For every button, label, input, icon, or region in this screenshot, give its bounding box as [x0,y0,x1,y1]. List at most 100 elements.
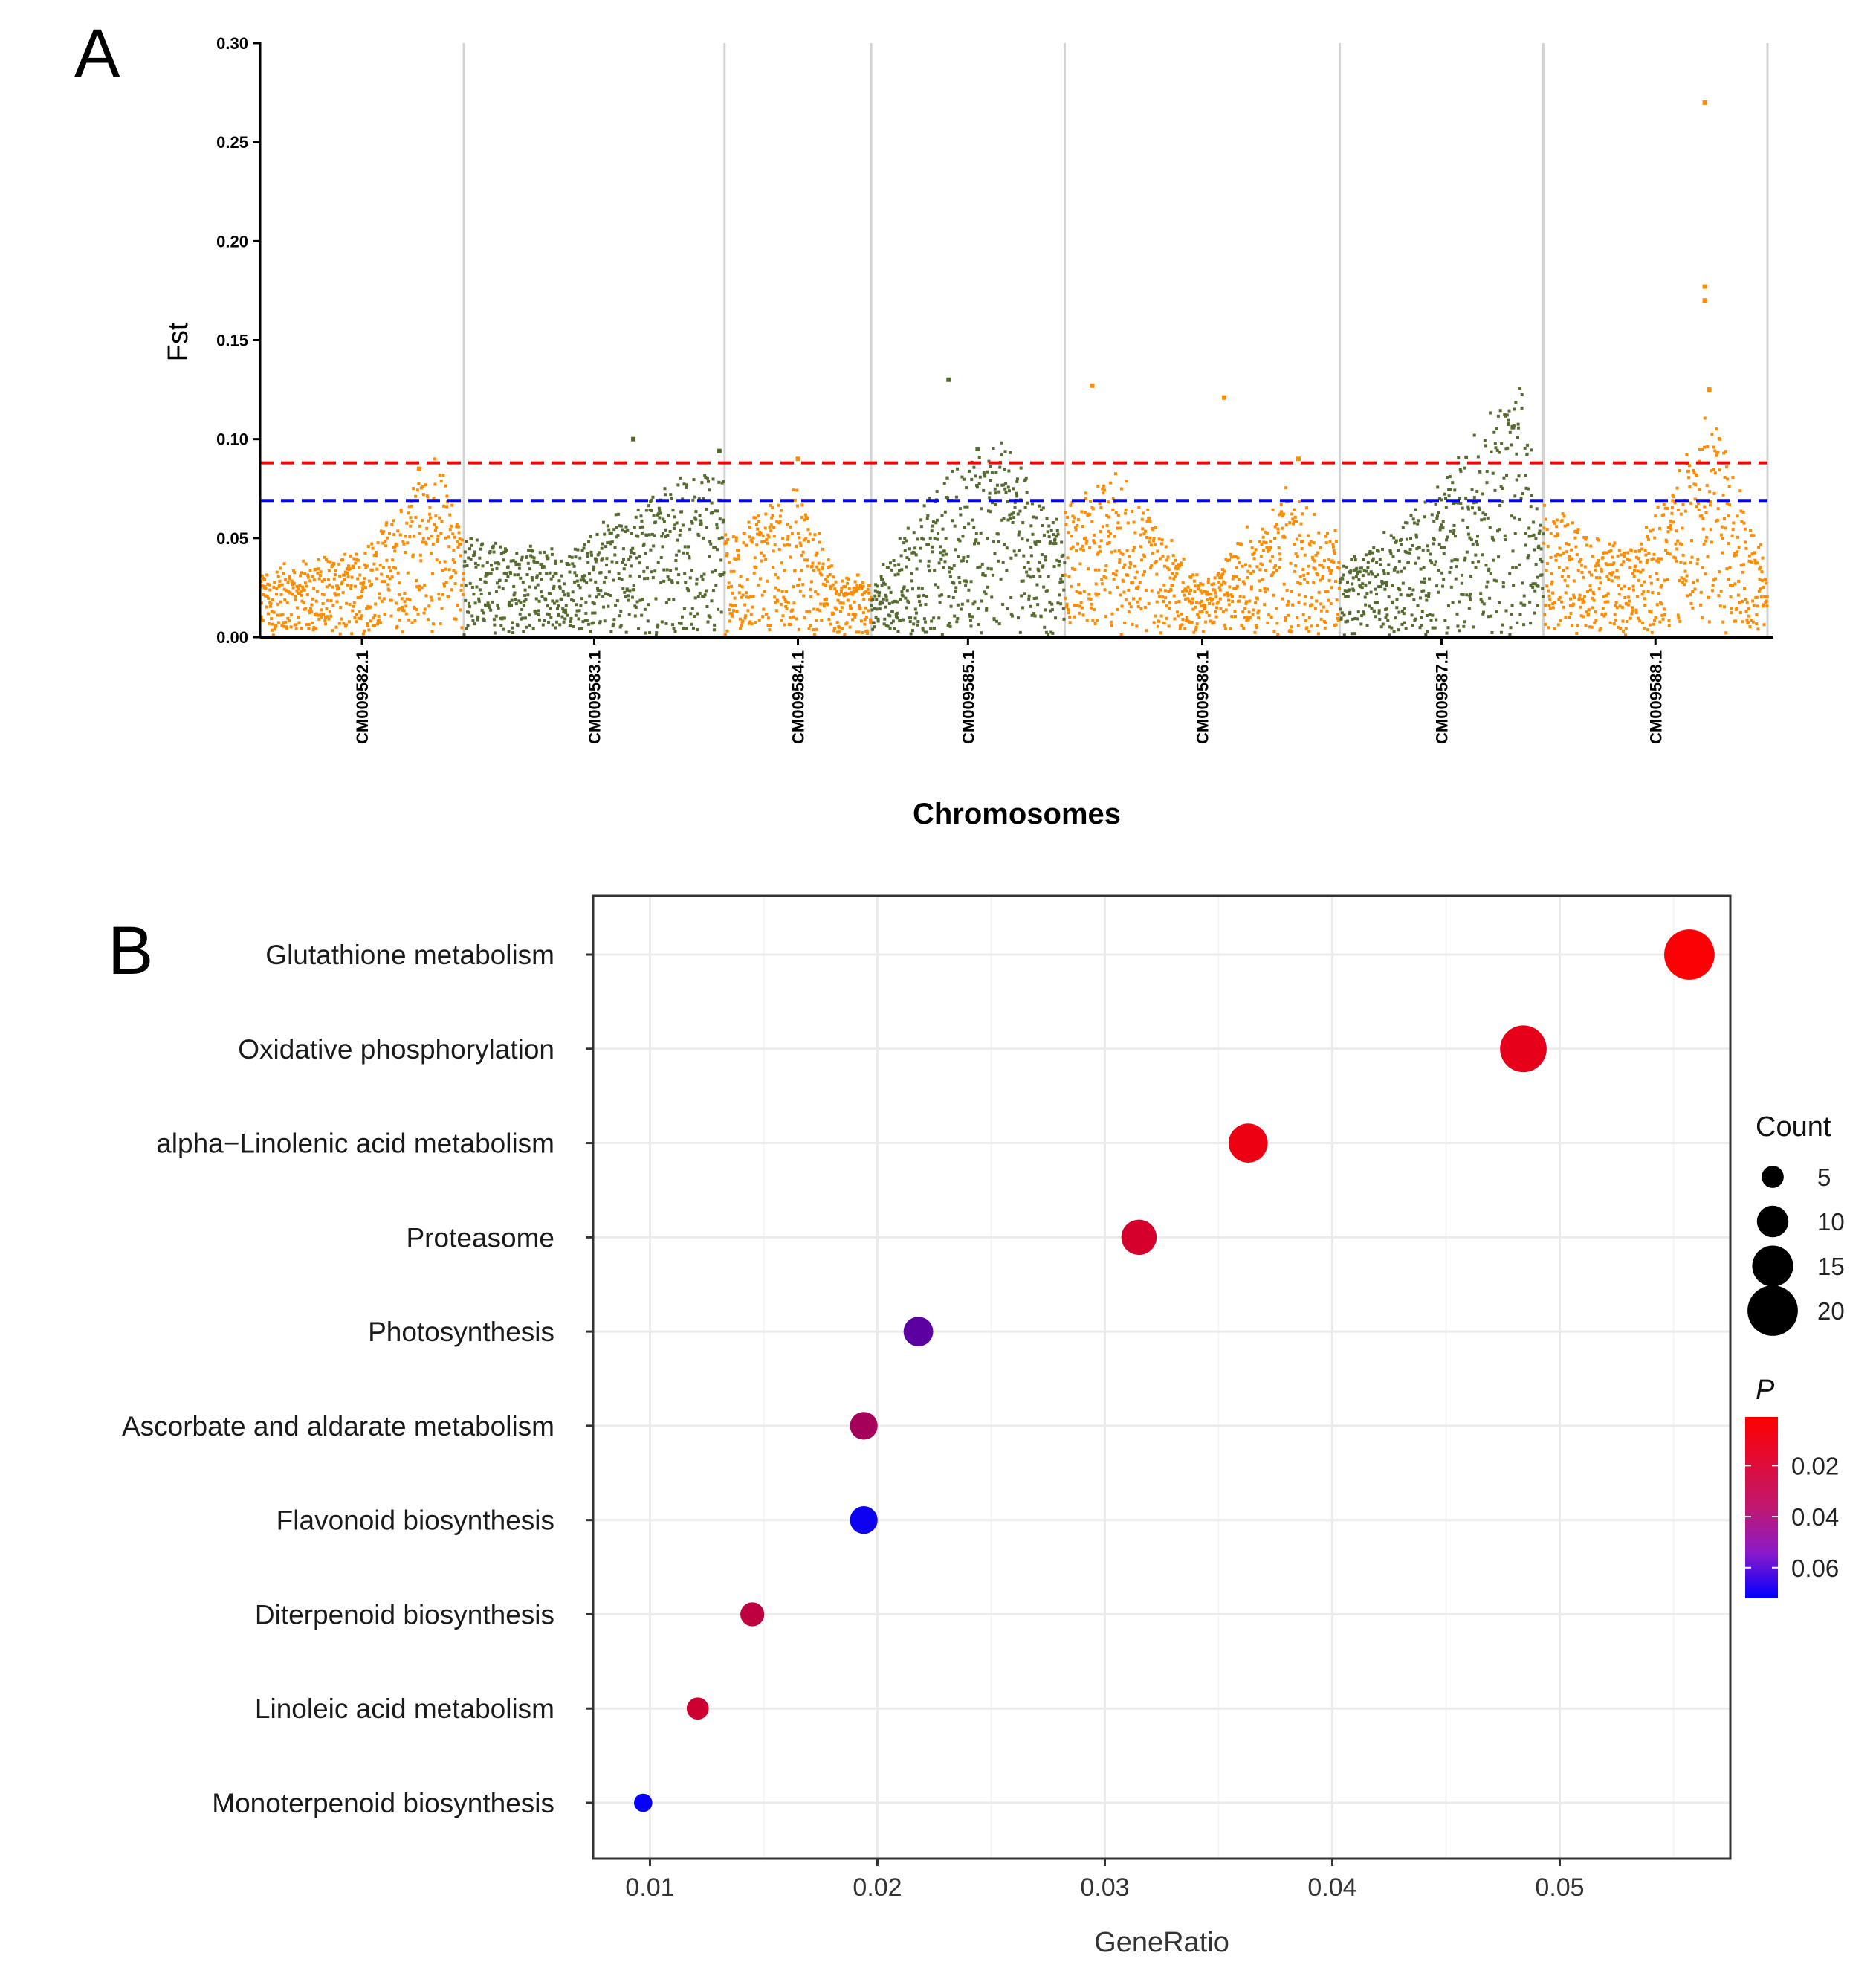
fst-point [586,555,589,558]
fst-point [819,602,823,606]
fst-point [1278,566,1281,569]
fst-point [438,516,441,520]
fst-point [1441,526,1445,530]
fst-point [1284,616,1287,619]
fst-point [1400,543,1403,546]
fst-point [1630,612,1634,616]
fst-point [1015,477,1019,481]
fst-point [693,596,697,600]
fst-point [306,573,310,577]
fst-point [1494,446,1498,450]
fst-point [1746,621,1750,624]
fst-point [893,564,897,567]
fst-point [282,624,285,628]
fst-point [599,589,603,593]
fst-point [1504,609,1508,613]
fst-point [794,520,798,524]
fst-point [893,599,896,603]
fst-point [1073,516,1076,520]
fst-point [547,613,551,616]
fst-point [797,583,800,587]
fst-point [455,525,459,529]
fst-point [261,584,265,588]
fst-point [1252,569,1255,573]
fst-point [869,618,873,622]
fst-point [347,620,351,624]
fst-point [1568,604,1572,607]
fst-point [399,510,403,514]
fst-point [1640,542,1643,546]
fst-point [749,613,753,616]
fst-point [779,602,783,606]
fst-point [1066,515,1070,519]
fst-point [1089,500,1093,503]
fst-point [1484,444,1487,448]
fst-point [870,604,873,607]
fst-point [381,532,384,535]
fst-point [855,589,858,593]
fst-point [850,607,853,610]
fst-point [930,619,934,623]
fst-point [1660,613,1664,617]
fst-point [1634,608,1638,612]
fst-point [792,601,796,605]
fst-point [517,566,521,570]
fst-point [284,578,288,582]
fst-point [468,581,472,585]
fst-point [1298,500,1301,503]
fst-point [1209,593,1212,596]
fst-point [1093,568,1097,572]
fst-point [1334,580,1338,584]
fst-point [356,577,360,581]
fst-point [719,610,723,614]
fst-point [589,578,593,582]
fst-point [317,617,321,621]
fst-point [488,606,491,610]
fst-point [960,475,964,479]
fst-point [1065,605,1069,609]
fst-point [1716,451,1720,454]
fst-point [421,540,424,544]
fst-point [1001,602,1005,606]
fst-point [1244,601,1248,605]
fst-point [604,592,607,595]
fst-point [1013,500,1017,504]
fst-point [1651,528,1655,532]
fst-point [1608,621,1612,624]
fst-point [937,561,941,565]
fst-point [1044,555,1047,559]
fst-point [815,551,819,555]
fst-point [804,537,808,540]
fst-point [519,601,523,604]
fst-point [901,594,905,598]
fst-point [332,562,336,566]
fst-point [668,530,672,534]
fst-point [627,558,631,561]
fst-point [1620,563,1624,566]
fst-point [812,607,816,611]
fst-point [566,613,569,617]
fst-point [1432,542,1435,546]
fst-point [265,594,269,598]
fst-point [563,582,566,586]
fst-point [1662,503,1666,506]
fst-point [376,622,380,626]
fst-point [326,615,329,619]
fst-point [534,611,538,615]
fst-point [1098,545,1102,549]
fst-point [1232,575,1235,579]
fst-point [282,587,286,591]
fst-point [1337,561,1341,564]
fst-point [371,546,375,550]
fst-point [617,572,621,575]
fst-point [784,604,788,608]
fst-point [672,598,676,601]
fst-point [941,553,945,557]
fst-point [1408,537,1412,540]
fst-point [531,578,534,582]
fst-point [1316,573,1319,577]
fst-point [1573,596,1576,600]
fst-point [1667,619,1671,622]
fst-point [1669,527,1673,531]
fst-point [1362,612,1366,616]
